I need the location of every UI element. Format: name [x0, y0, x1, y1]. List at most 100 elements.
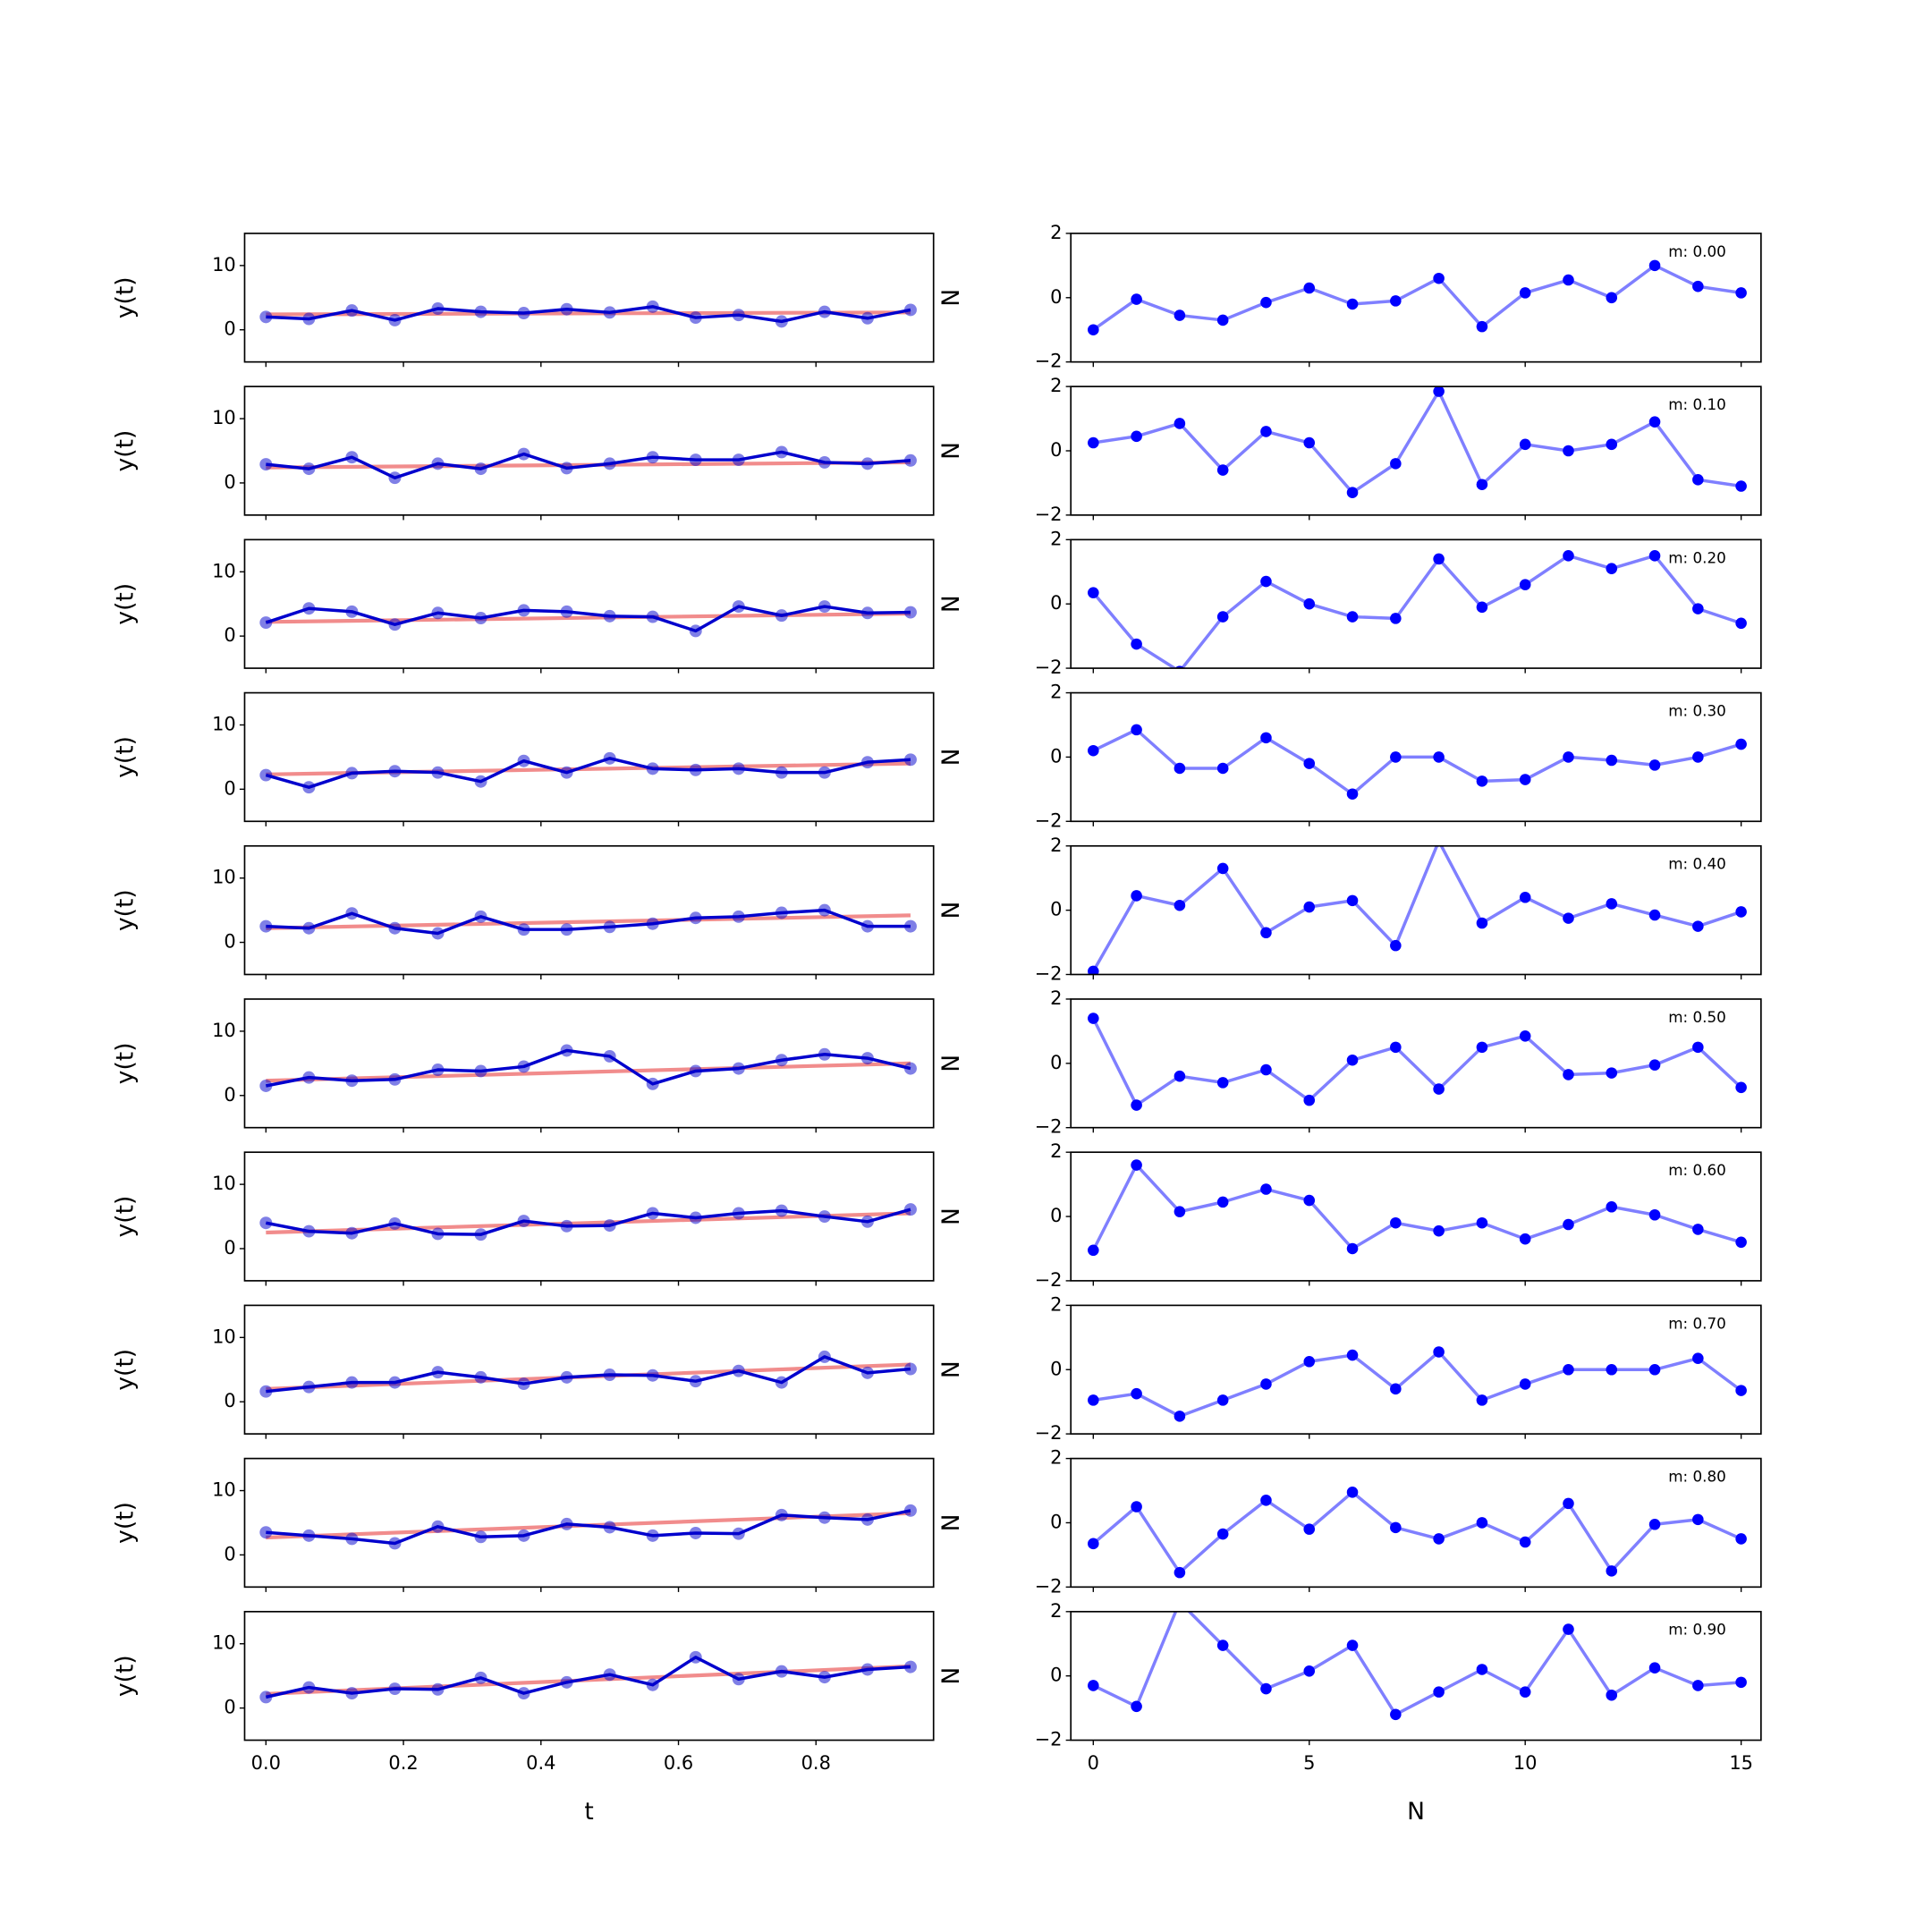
annotation: m: 0.40 [1668, 855, 1726, 873]
data-point [1433, 553, 1445, 565]
axes-background [1071, 233, 1761, 362]
data-point [1390, 295, 1402, 307]
data-point [1692, 603, 1704, 614]
axes-frame [243, 1304, 935, 1435]
y-tick-label: 10 [212, 1479, 236, 1501]
x-tick-label: 0.0 [251, 1752, 281, 1774]
data-point [1436, 845, 1442, 847]
y-axis-label: N [937, 1055, 965, 1072]
data-point [1131, 724, 1142, 736]
data-point [1131, 890, 1142, 902]
data-point [1088, 436, 1099, 449]
data-point [1519, 1030, 1531, 1042]
annotation: m: 0.30 [1668, 701, 1726, 719]
y-tick-label: 0 [224, 1084, 235, 1106]
data-point [1433, 272, 1445, 284]
y-axis-label: y(t) [111, 889, 139, 931]
plot-area [1088, 1487, 1747, 1579]
data-point [1648, 909, 1661, 921]
plot-area [1088, 1611, 1747, 1721]
data-point [1606, 754, 1618, 767]
data-point [1088, 324, 1099, 335]
x-tick-label: 0.6 [664, 1752, 693, 1774]
data-point [1260, 927, 1272, 939]
annotation: m: 0.90 [1668, 1621, 1726, 1639]
data-point [1433, 1224, 1445, 1237]
data-point [1735, 287, 1747, 299]
y-tick-label: 0 [1050, 1205, 1062, 1226]
axes-frame [243, 1610, 935, 1741]
data-point [1735, 1676, 1747, 1689]
plot-area [259, 1350, 917, 1398]
plot-area [1088, 1013, 1747, 1111]
data-point [1346, 894, 1359, 907]
data-point [1519, 579, 1531, 590]
data-point [1216, 1640, 1229, 1651]
data-point [1692, 1352, 1704, 1364]
y-tick-label: 0 [1050, 1511, 1062, 1532]
data-point [1260, 1183, 1272, 1195]
y-axis-label: N [937, 902, 965, 919]
y-tick-label: 0 [1050, 1358, 1062, 1379]
data-point [1476, 775, 1488, 787]
y-tick-label: 2 [1050, 222, 1062, 243]
y-tick-label: 2 [1050, 375, 1062, 396]
data-point [1476, 1041, 1488, 1054]
data-point [1216, 464, 1229, 476]
data-line [1091, 1163, 1742, 1251]
data-point [1216, 1196, 1229, 1208]
data-point [1346, 487, 1359, 498]
data-point [1433, 1083, 1445, 1095]
data-point [1131, 430, 1142, 443]
data-point [1131, 1159, 1142, 1171]
data-line [265, 757, 911, 789]
data-line [265, 1208, 911, 1236]
data-point [1390, 1383, 1402, 1395]
data-point [1174, 309, 1186, 321]
y-axis-label: N [937, 1208, 965, 1225]
data-point [1692, 751, 1704, 763]
data-point [1390, 1041, 1402, 1054]
y-tick-label: 10 [212, 867, 236, 888]
plot-area [259, 445, 917, 485]
axes-frame [243, 386, 935, 516]
x-tick-label: 0.8 [801, 1752, 831, 1774]
data-point [1303, 1094, 1316, 1106]
data-point [1563, 1623, 1574, 1635]
y-tick-label: −2 [1035, 351, 1063, 372]
data-point [1476, 479, 1488, 491]
data-point [1648, 259, 1661, 272]
data-point [1131, 1099, 1142, 1111]
data-point [1216, 762, 1229, 775]
y-tick-label: 0 [1050, 899, 1062, 920]
y-axis-label: N [937, 749, 965, 767]
y-tick-label: 2 [1050, 987, 1062, 1009]
data-point [1735, 617, 1747, 630]
axes-frame [1070, 1457, 1762, 1589]
data-point [1606, 1067, 1618, 1079]
axes-background [1071, 386, 1761, 515]
data-point [1346, 1349, 1359, 1361]
axes-background [244, 233, 934, 362]
data-point [1303, 1355, 1316, 1368]
data-point [1390, 458, 1402, 470]
axes-background [244, 998, 934, 1128]
y-tick-label: −2 [1035, 1116, 1063, 1138]
data-point [1131, 293, 1142, 305]
axes-background [244, 1458, 934, 1588]
y-tick-label: 0 [224, 1390, 235, 1411]
data-point [1260, 296, 1272, 309]
data-point [1174, 1411, 1186, 1422]
y-axis-label: N [937, 595, 965, 613]
axes-frame [243, 998, 935, 1129]
data-point [1519, 1536, 1531, 1548]
y-tick-label: 2 [1050, 1447, 1062, 1469]
data-point [1563, 1218, 1574, 1231]
data-point [1476, 320, 1488, 333]
plot-area [259, 300, 917, 328]
data-point [1476, 1664, 1488, 1675]
data-point [1563, 1497, 1574, 1510]
data-point [1303, 1665, 1316, 1677]
annotation: m: 0.70 [1668, 1314, 1726, 1332]
x-tick-label: 0.4 [526, 1752, 555, 1774]
